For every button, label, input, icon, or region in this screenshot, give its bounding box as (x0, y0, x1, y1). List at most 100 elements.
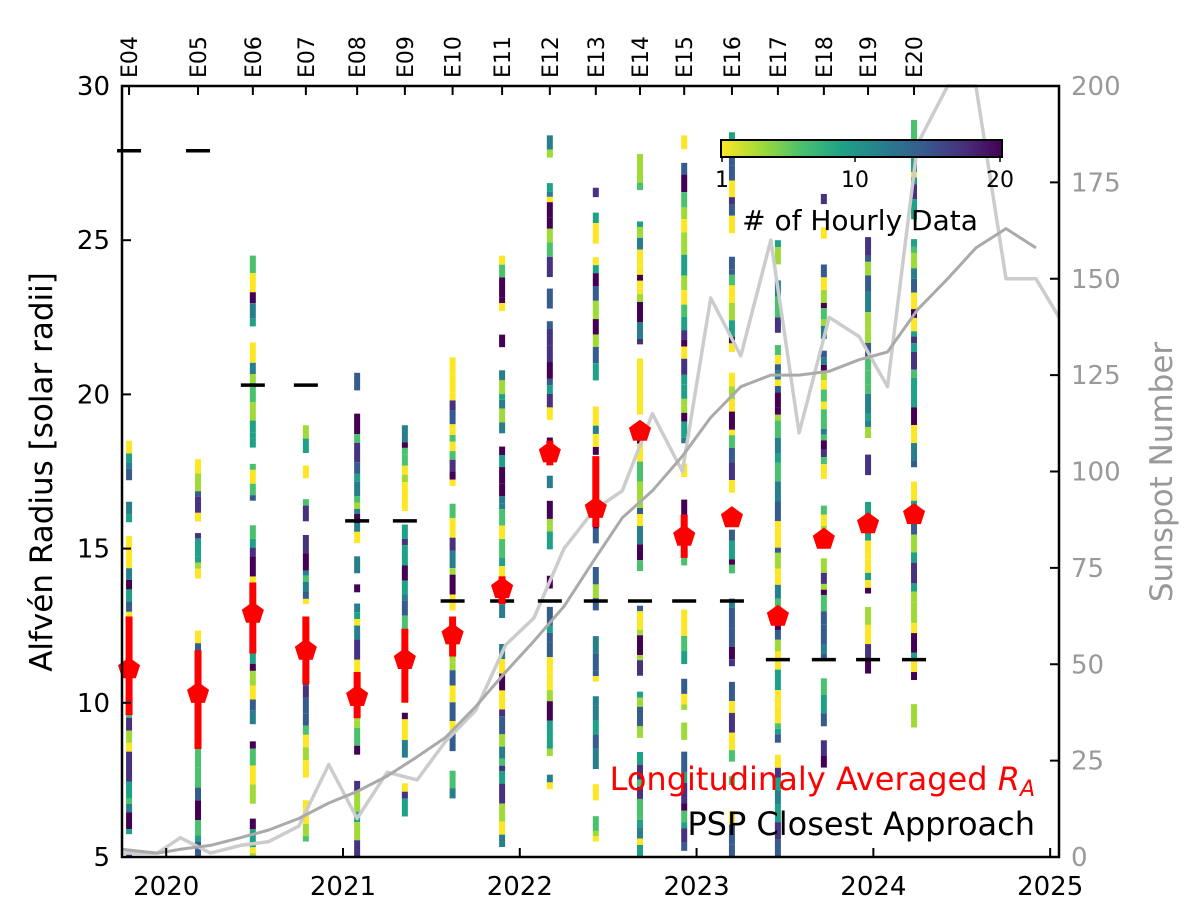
data-strip-segment (401, 524, 408, 539)
data-strip-segment (911, 443, 918, 461)
y-left-tick-label: 25 (77, 226, 110, 256)
data-strip-segment (249, 420, 256, 433)
data-strip-segment (401, 465, 408, 475)
data-strip-segment (865, 659, 872, 674)
data-strip-segment (499, 503, 506, 510)
data-strip-segment (728, 659, 735, 667)
data-strip-segment (302, 598, 309, 605)
data-strip-segment (681, 275, 688, 291)
data-strip-segment (774, 407, 781, 415)
data-strip-segment (449, 374, 456, 393)
data-strip-segment (499, 303, 506, 311)
data-strip-segment (774, 734, 781, 743)
encounter-label-E09: E09 (394, 36, 419, 78)
data-strip-segment (302, 581, 309, 592)
data-strip-segment (774, 754, 781, 768)
data-strip-segment (499, 558, 506, 567)
data-strip-segment (302, 570, 309, 576)
data-strip-segment (546, 672, 553, 691)
data-strip-segment (681, 704, 688, 710)
data-strip-segment (499, 716, 506, 735)
data-strip-segment (681, 693, 688, 705)
data-strip-segment (401, 791, 408, 799)
data-strip-segment (911, 252, 918, 269)
data-strip-segment (637, 635, 644, 656)
data-strip-segment (820, 449, 827, 458)
data-strip-segment (820, 740, 827, 756)
data-strip-segment (195, 767, 202, 788)
data-strip-segment (249, 495, 256, 501)
data-strip-segment (354, 727, 361, 746)
colorbar-bar (720, 139, 1003, 158)
data-strip-segment (681, 437, 688, 444)
data-strip-segment (449, 410, 456, 425)
x-tick-label: 2022 (487, 872, 553, 902)
data-strip-segment (499, 467, 506, 484)
data-strip-segment (728, 204, 735, 216)
data-strip-segment (637, 819, 644, 828)
plot-frame (120, 84, 1061, 859)
data-strip-segment (592, 567, 599, 585)
data-strip-segment (681, 135, 688, 150)
data-strip-segment (249, 255, 256, 274)
data-strip-segment (592, 528, 599, 544)
data-strip-segment (449, 503, 456, 518)
data-strip-segment (449, 670, 456, 686)
data-strip-segment (592, 670, 599, 677)
data-strip-segment (820, 644, 827, 654)
encounter-label-E07: E07 (295, 36, 320, 78)
data-strip-segment (728, 165, 735, 181)
data-strip-segment (911, 562, 918, 584)
y-right-tick-label: 25 (1071, 747, 1104, 777)
data-strip-segment (354, 372, 361, 391)
data-strip-segment (774, 690, 781, 699)
data-strip-segment (195, 496, 202, 513)
data-strip-segment (820, 319, 827, 326)
data-strip-segment (637, 697, 644, 707)
encounter-label-E16: E16 (721, 36, 746, 78)
data-strip-segment (681, 232, 688, 244)
data-strip-segment (546, 407, 553, 420)
data-strip-segment (728, 700, 735, 713)
data-strip-segment (546, 183, 553, 192)
data-strip-segment (354, 840, 361, 857)
data-strip-segment (449, 685, 456, 703)
data-strip-segment (249, 432, 256, 439)
data-strip-segment (302, 425, 309, 439)
y-left-tick-label: 10 (77, 689, 110, 719)
data-strip-segment (774, 296, 781, 318)
encounter-label-E19: E19 (857, 36, 882, 78)
data-strip-segment (592, 433, 599, 447)
data-strip-segment (449, 434, 456, 442)
data-strip-segment (637, 544, 644, 561)
data-strip-segment (728, 628, 735, 647)
data-strip-segment (126, 717, 133, 731)
data-strip-segment (449, 568, 456, 575)
data-strip-segment (249, 829, 256, 848)
data-strip-segment (546, 720, 553, 738)
data-strip-segment (592, 425, 599, 434)
data-strip-segment (546, 642, 553, 658)
data-strip-segment (637, 605, 644, 612)
data-strip-segment (911, 552, 918, 563)
data-strip-segment (728, 399, 735, 412)
data-strip-segment (820, 457, 827, 465)
data-strip-segment (546, 737, 553, 749)
data-strip-segment (820, 350, 827, 358)
data-strip-segment (354, 603, 361, 613)
data-strip-segment (820, 694, 827, 714)
data-strip-segment (249, 647, 256, 664)
data-strip-segment (249, 748, 256, 766)
data-strip-segment (681, 651, 688, 665)
data-strip-segment (911, 407, 918, 425)
data-strip-segment (728, 750, 735, 762)
encounter-label-E04: E04 (118, 36, 143, 78)
data-strip-segment (820, 653, 827, 659)
data-strip-segment (126, 440, 133, 454)
data-strip-segment (681, 254, 688, 276)
data-strip-segment (911, 268, 918, 279)
data-strip-segment (681, 316, 688, 331)
data-strip-segment (449, 662, 456, 671)
data-strip-segment (681, 192, 688, 208)
data-strip-segment (126, 798, 133, 804)
